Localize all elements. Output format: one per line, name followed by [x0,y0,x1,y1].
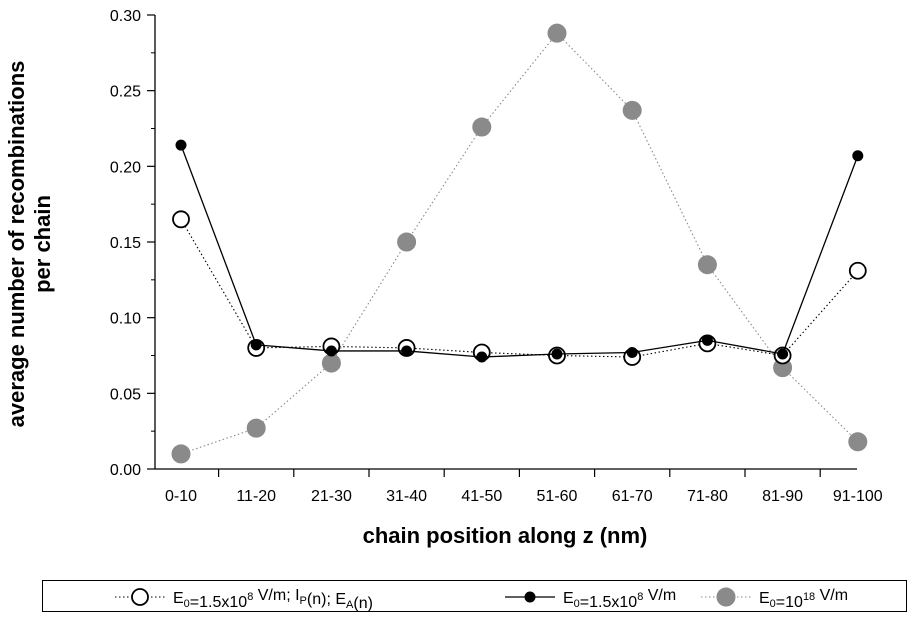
chart: 0.00 0.05 0.10 0.15 0.20 0.25 0.30 0-10 11-20 21-… [4,8,883,548]
series-line [180,32,859,455]
data-point [175,139,187,151]
data-point [397,232,417,252]
legend-label: E0=1.5x108 V/m [563,587,676,611]
legend-marker [131,588,149,606]
series-2 [175,139,864,363]
series-line [180,144,859,358]
y-tick-label: 0.00 [110,462,141,479]
y-tick-label: 0.10 [110,311,141,328]
x-tick-label: 41-50 [461,488,502,505]
y-axis-title-line-1: average number of recombinations [4,61,29,428]
data-point [777,348,789,360]
series-1 [172,210,867,366]
series-3 [171,23,868,464]
axes [154,15,857,470]
data-point [697,255,717,275]
data-point [622,100,642,120]
x-tick-label: 61-70 [612,488,653,505]
x-axis-title: chain position along z (nm) [363,523,648,548]
legend-label: E0=1.5x108 V/m; IP(n); EA(n) [173,587,373,612]
x-tick-label: 31-40 [386,488,427,505]
data-point [472,117,492,137]
data-point [626,346,638,358]
series-line [180,219,859,358]
y-tick-label: 0.15 [110,235,141,252]
data-point [551,348,563,360]
data-point [401,345,413,357]
y-tick-label: 0.05 [110,386,141,403]
data-point [701,334,713,346]
legend-marker [716,587,736,607]
legend-marker [524,591,536,603]
legend-item-1: E0=1.5x108 V/m; IP(n); EA(n) [115,587,373,612]
x-tick-label: 11-20 [236,488,276,505]
y-tick-label: 0.30 [110,8,141,25]
data-point [848,261,867,280]
data-point [848,432,868,452]
x-tick-label: 81-90 [762,488,803,505]
x-tick-label: 71-80 [687,488,728,505]
x-tick-label: 51-60 [537,488,578,505]
legend-item-3: E0=1018 V/m [701,587,848,611]
data-point [250,339,262,351]
y-tick-label: 0.25 [110,84,141,101]
data-point [172,210,190,229]
legend: E0=1.5x108 V/m; IP(n); EA(n) E0=1.5x108 V… [42,580,907,612]
legend-item-2: E0=1.5x108 V/m [505,587,676,611]
data-point [325,345,337,357]
data-point [547,23,567,43]
x-tick-label: 21-30 [311,488,352,505]
ticks: 0.00 0.05 0.10 0.15 0.20 0.25 0.30 0-10 11-20 21-… [110,8,883,505]
data-point [852,150,864,162]
x-tick-label: 0-10 [165,488,197,505]
legend-label: E0=1018 V/m [759,587,848,611]
legend-svg: E0=1.5x108 V/m; IP(n); EA(n) E0=1.5x108 V… [115,587,848,612]
x-tick-label: 91-100 [833,488,883,505]
series-layer [171,23,868,464]
data-point [476,351,488,363]
data-point [321,353,341,373]
y-tick-label: 0.20 [110,159,141,176]
data-point [246,418,266,438]
data-point [171,444,191,464]
y-axis-title-line-2: per chain [30,195,55,293]
